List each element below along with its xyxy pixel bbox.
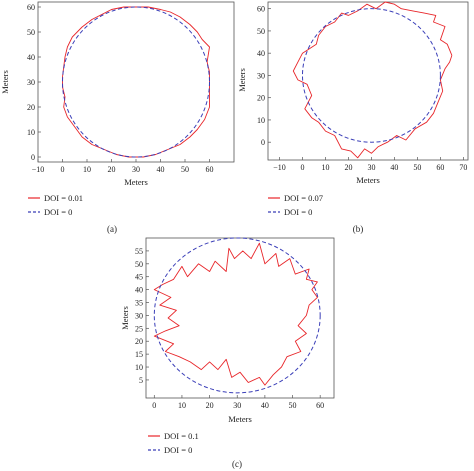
panel-b-xlabel: Meters <box>356 175 380 185</box>
panel-b-ytick-label: 60 <box>257 5 265 14</box>
panel-b-ytick-label: 50 <box>257 27 265 36</box>
panel-c-ytick-label: 50 <box>135 260 143 269</box>
panel-b-ytick-label: 30 <box>257 71 265 80</box>
panel-b-series-0-line <box>292 1 453 159</box>
panel-a-ytick-label: 40 <box>27 53 35 62</box>
panel-a-xtick-label: 60 <box>206 165 214 174</box>
panel-b-caption: (b) <box>353 224 364 234</box>
panel-b-xtick-label: 40 <box>390 163 398 172</box>
panel-b-legend-label-2: DOI = 0 <box>284 207 312 217</box>
panel-c-ytick-label: 40 <box>135 286 143 295</box>
panel-c-ytick-label: 10 <box>135 363 143 372</box>
panel-b-xtick-label: 0 <box>300 163 304 172</box>
panel-b-ylabel: Meters <box>237 68 247 92</box>
panel-b-xtick-label: 70 <box>459 163 467 172</box>
panel-c-ytick-label: 5 <box>139 376 143 385</box>
panel-a-ticks: −10 0 10 20 30 40 50 60 0 10 20 30 40 50 60 <box>27 3 214 174</box>
panel-b-series-doi-0-circle <box>301 8 441 143</box>
panel-a-xtick-label: 50 <box>181 165 189 174</box>
panel-a-series <box>62 6 210 158</box>
panel-b-plot-frame <box>267 1 469 161</box>
panel-a-series-doi-0-circle <box>62 6 210 158</box>
panel-c-ylabel: Meters <box>120 306 130 330</box>
panel-a-xlabel: Meters <box>124 177 148 187</box>
panel-a-ytick-label: 60 <box>27 3 35 12</box>
panel-b-ytick-label: 0 <box>261 138 265 147</box>
panel-a-xtick-label: 10 <box>83 165 91 174</box>
panel-b-ticks: −10 0 10 20 30 40 50 60 70 0 10 20 30 40 50 60 <box>257 5 467 172</box>
panel-c-plot-frame <box>145 237 335 399</box>
panel-b-xtick-label: 60 <box>436 163 444 172</box>
panel-c-ytick-label: 30 <box>135 311 143 320</box>
panel-a-ytick-label: 10 <box>27 128 35 137</box>
panel-c-xtick-label: 50 <box>289 401 297 410</box>
panel-a: −10 0 10 20 30 40 50 60 0 10 20 30 40 50 60 Meters Met… <box>0 1 235 234</box>
panel-a-ylabel: Meters <box>0 70 10 94</box>
panel-b-xtick-label: −10 <box>273 163 286 172</box>
panel-a-ytick-label: 30 <box>27 78 35 87</box>
panel-a-ytick-label: 50 <box>27 28 35 37</box>
panel-a-ytick-label: 0 <box>31 153 35 162</box>
panel-c-ytick-label: 15 <box>135 350 143 359</box>
panel-b-xtick-label: 10 <box>321 163 329 172</box>
panel-c-series-doi-0-circle <box>153 237 321 394</box>
panel-c-xtick-label: 30 <box>233 401 241 410</box>
panel-b-ytick-label: 20 <box>257 94 265 103</box>
panel-c-legend-label-1: DOI = 0.1 <box>164 431 199 441</box>
panel-c-ytick-label: 55 <box>135 247 143 256</box>
panel-c-series-0-line <box>153 242 318 386</box>
panel-b: −10 0 10 20 30 40 50 60 70 0 10 20 30 40 50 60 Meters M… <box>237 1 469 234</box>
panel-c-xtick-label: 20 <box>206 401 214 410</box>
panel-c-legend-label-2: DOI = 0 <box>164 445 192 455</box>
panel-c-xtick-label: 40 <box>261 401 269 410</box>
panel-b-legend-label-1: DOI = 0.07 <box>284 193 323 203</box>
panel-a-xtick-label: −10 <box>32 165 45 174</box>
panel-c-ytick-label: 45 <box>135 273 143 282</box>
panel-a-legend-label-1: DOI = 0.01 <box>44 193 83 203</box>
panel-c-xtick-label: 0 <box>152 401 156 410</box>
panel-c-caption: (c) <box>232 459 242 469</box>
panel-a-xtick-label: 20 <box>108 165 116 174</box>
panel-a-ytick-label: 20 <box>27 103 35 112</box>
panel-a-xtick-label: 40 <box>157 165 165 174</box>
panel-c-ytick-label: 35 <box>135 299 143 308</box>
panel-b-ytick-label: 40 <box>257 49 265 58</box>
panel-c-ytick-label: 25 <box>135 324 143 333</box>
panel-c-xtick-label: 10 <box>178 401 186 410</box>
panel-a-legend-label-2: DOI = 0 <box>44 207 72 217</box>
panel-a-xtick-label: 0 <box>61 165 65 174</box>
panel-c-ticks: 0 10 20 30 40 50 60 5 10 15 20 25 30 35 40 45 50 55 <box>135 247 324 410</box>
panel-a-plot-frame <box>37 1 235 163</box>
panel-b-xtick-label: 30 <box>367 163 375 172</box>
panel-c-ytick-label: 20 <box>135 337 143 346</box>
panel-a-series-0-line <box>62 6 210 158</box>
panel-c-xtick-label: 60 <box>316 401 324 410</box>
panel-a-caption: (a) <box>107 224 117 234</box>
panel-a-xtick-label: 30 <box>132 165 140 174</box>
panel-b-xtick-label: 50 <box>413 163 421 172</box>
panel-b-ytick-label: 10 <box>257 116 265 125</box>
panel-c-series <box>153 237 321 394</box>
panel-b-xtick-label: 20 <box>344 163 352 172</box>
panel-c: 0 10 20 30 40 50 60 5 10 15 20 25 30 35 40 45 50 55 Meter… <box>120 237 335 469</box>
panel-b-series <box>292 1 453 159</box>
panel-c-xlabel: Meters <box>228 414 252 424</box>
